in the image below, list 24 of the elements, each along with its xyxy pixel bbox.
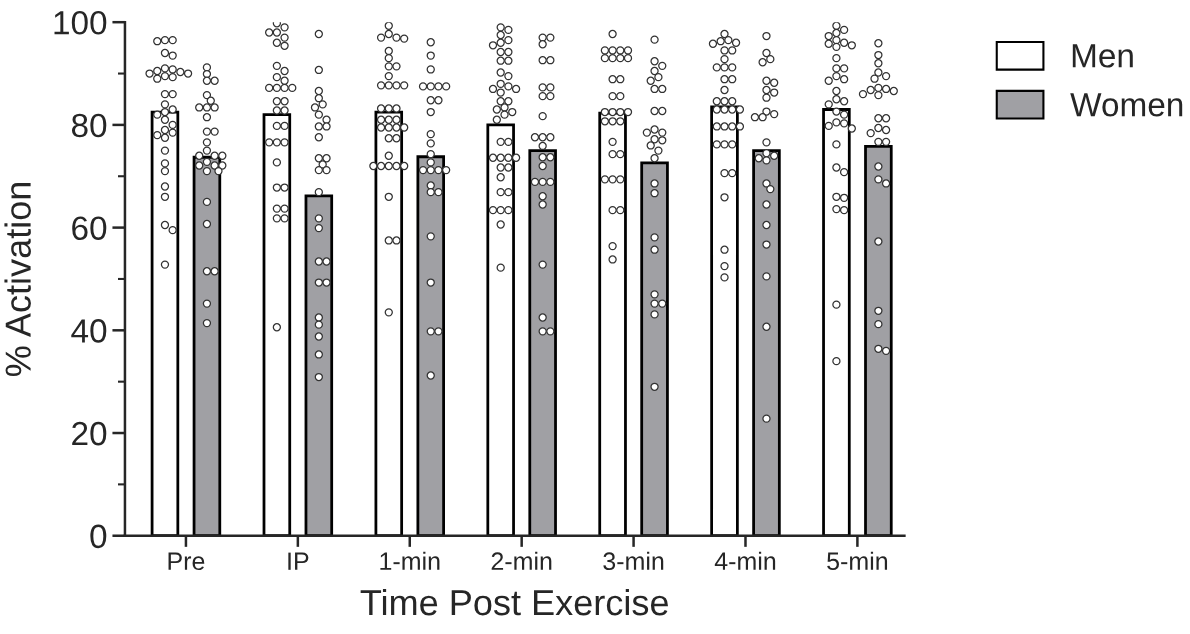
y-tick-label: 20 <box>72 421 107 446</box>
bar <box>528 149 557 536</box>
bar <box>192 155 222 536</box>
legend-label: Women <box>1070 93 1183 117</box>
y-axis-title: % Activation <box>4 182 31 377</box>
bar <box>752 149 781 536</box>
legend-label: Men <box>1072 44 1133 68</box>
y-tick-label: 80 <box>71 113 107 138</box>
x-tick-label: 2-min <box>491 551 552 570</box>
bar <box>416 155 445 536</box>
x-tick-label: 4-min <box>714 551 776 570</box>
y-tick-label: 60 <box>72 216 107 241</box>
y-tick-label: 100 <box>54 10 107 35</box>
bar <box>304 194 334 536</box>
x-tick-label: 3-min <box>603 551 664 571</box>
y-tick-label: 0 <box>90 524 107 549</box>
x-tick-label: IP <box>288 552 309 570</box>
bar <box>864 145 893 536</box>
x-tick-label: 1-min <box>380 551 440 570</box>
x-tick-label: Pre <box>168 552 205 571</box>
x-tick-label: 5-min <box>827 551 888 571</box>
x-axis-title: Time Post Exercise <box>360 588 668 616</box>
y-tick-label: 40 <box>71 319 107 343</box>
bar <box>640 161 669 536</box>
